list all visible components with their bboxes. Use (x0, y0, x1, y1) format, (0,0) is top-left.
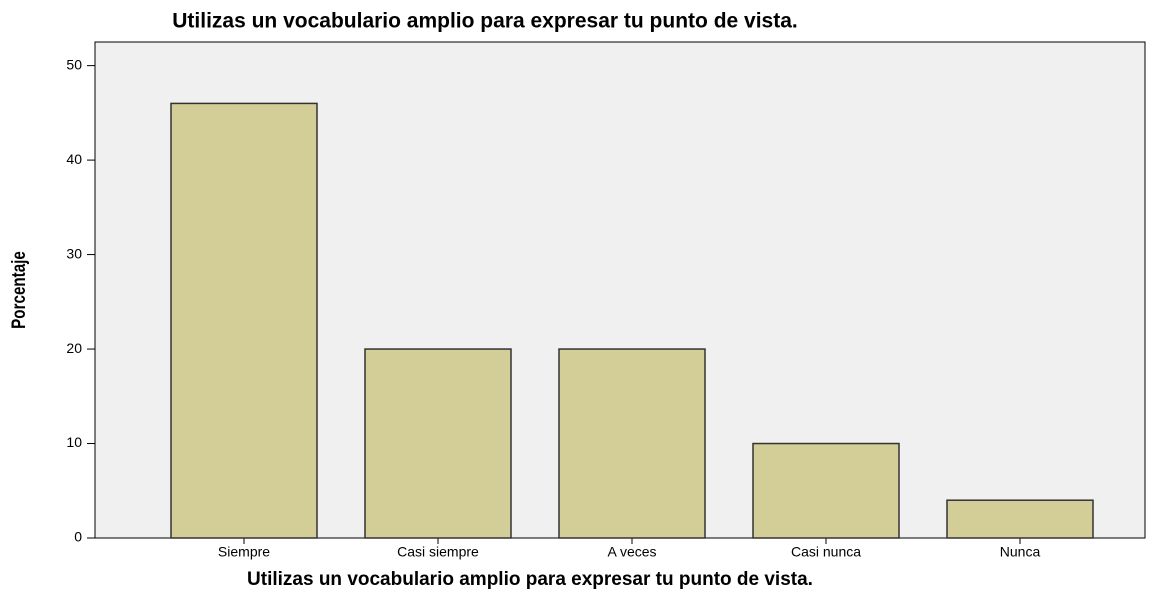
y-tick-label: 40 (66, 151, 82, 167)
bar (558, 348, 706, 539)
bar (364, 348, 512, 539)
y-tick-label: 10 (66, 434, 82, 450)
y-tick-label: 20 (66, 340, 82, 356)
x-tick-label: A veces (607, 544, 656, 560)
y-axis-title: Porcentaje (7, 251, 29, 329)
chart-title: Utilizas un vocabulario amplio para expr… (172, 10, 798, 33)
bar (752, 442, 900, 539)
bar (946, 499, 1094, 539)
x-tick-label: Casi siempre (397, 544, 479, 560)
x-axis-title: Utilizas un vocabulario amplio para expr… (247, 569, 813, 590)
x-tick-label: Siempre (218, 544, 270, 560)
x-tick-label: Nunca (1000, 544, 1041, 560)
x-tick-label: Casi nunca (791, 544, 861, 560)
y-tick-label: 50 (66, 56, 82, 72)
bar (170, 102, 318, 539)
y-tick-label: 30 (66, 245, 82, 261)
y-tick-label: 0 (74, 529, 82, 545)
